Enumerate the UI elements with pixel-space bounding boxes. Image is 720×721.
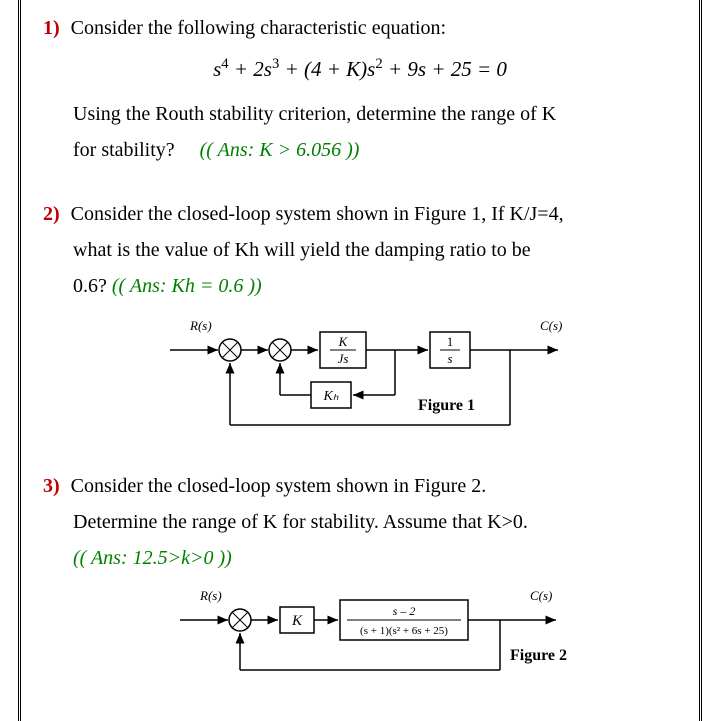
fig1-input-label: R(s) — [189, 318, 212, 333]
problem-1: 1) Consider the following characteristic… — [43, 10, 677, 168]
svg-text:Kₕ: Kₕ — [323, 389, 339, 404]
problem-1-line1: 1) Consider the following characteristic… — [43, 10, 677, 46]
problem-3-answer: (( Ans: 12.5>k>0 )) — [73, 547, 232, 569]
problem-3: 3) Consider the closed-loop system shown… — [43, 468, 677, 692]
svg-text:1: 1 — [447, 334, 454, 349]
problem-3-prompt-a: Consider the closed-loop system shown in… — [71, 475, 487, 497]
problem-2-line1: 2) Consider the closed-loop system shown… — [43, 196, 677, 232]
problem-2-line2: what is the value of Kh will yield the d… — [43, 232, 677, 268]
fig2-output-label: C(s) — [530, 588, 552, 603]
fig1-output-label: C(s) — [540, 318, 562, 333]
svg-text:K: K — [338, 334, 349, 349]
figure-1-wrap: R(s) K Js — [43, 310, 677, 440]
fig2-label: Figure 2 — [510, 647, 567, 664]
problem-3-line1: 3) Consider the closed-loop system shown… — [43, 468, 677, 504]
problem-2: 2) Consider the closed-loop system shown… — [43, 196, 677, 440]
problem-1-equation: s4 + 2s3 + (4 + K)s2 + 9s + 25 = 0 — [43, 56, 677, 82]
problem-3-line2: Determine the range of K for stability. … — [43, 504, 677, 540]
page-frame: 1) Consider the following characteristic… — [18, 0, 702, 721]
fig2-input-label: R(s) — [199, 588, 222, 603]
fig1-label: Figure 1 — [418, 397, 475, 414]
problem-1-number: 1) — [43, 17, 60, 39]
problem-3-line3: (( Ans: 12.5>k>0 )) — [43, 540, 677, 576]
problem-1-prompt-b: Using the Routh stability criterion, det… — [43, 96, 677, 132]
svg-text:s – 2: s – 2 — [393, 604, 416, 618]
figure-2-wrap: R(s) K s – 2 (s + 1)(s² + 6s + 25) — [43, 582, 677, 692]
problem-3-number: 3) — [43, 475, 60, 497]
problem-1-prompt-a: Consider the following characteristic eq… — [71, 17, 446, 39]
svg-text:(s + 1)(s² + 6s + 25): (s + 1)(s² + 6s + 25) — [360, 625, 448, 637]
figure-2-diagram: R(s) K s – 2 (s + 1)(s² + 6s + 25) — [140, 582, 580, 692]
problem-2-answer: (( Ans: Kh = 0.6 )) — [112, 275, 262, 297]
svg-text:Js: Js — [338, 351, 349, 366]
figure-1-diagram: R(s) K Js — [140, 310, 580, 440]
problem-1-answer: (( Ans: K > 6.056 )) — [200, 139, 360, 161]
problem-1-prompt-c: for stability? (( Ans: K > 6.056 )) — [43, 132, 677, 168]
svg-text:s: s — [447, 351, 452, 366]
svg-text:K: K — [291, 613, 303, 629]
problem-2-line3: 0.6? (( Ans: Kh = 0.6 )) — [43, 268, 677, 304]
problem-2-number: 2) — [43, 203, 60, 225]
problem-2-prompt-a: Consider the closed-loop system shown in… — [71, 203, 564, 225]
